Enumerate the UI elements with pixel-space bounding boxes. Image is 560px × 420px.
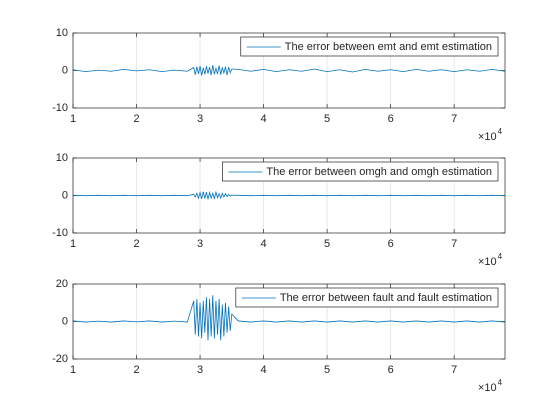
x-tick-label: 4: [261, 364, 267, 376]
legend-label: The error between emt and emt estimation: [285, 41, 492, 53]
x-tick-label: 4: [261, 238, 267, 250]
x-tick-label: 1: [70, 113, 76, 125]
x-tick-label: 5: [324, 364, 330, 376]
y-tick-label: -10: [52, 102, 68, 114]
data-line: [72, 65, 506, 76]
y-tick-label: 0: [62, 315, 68, 327]
y-tick-label: 0: [62, 64, 68, 76]
y-tick-label: 10: [56, 152, 68, 164]
x-exponent-base: ×10: [478, 382, 497, 394]
legend-label: The error between omgh and omgh estimati…: [266, 166, 492, 178]
x-tick-label: 4: [261, 113, 267, 125]
axes-box: [72, 157, 506, 234]
axes-box: [72, 283, 506, 360]
x-exponent-base: ×10: [478, 256, 497, 268]
data-line: [72, 295, 506, 341]
x-tick-label: 2: [133, 364, 139, 376]
x-tick-label: 6: [388, 238, 394, 250]
x-tick-label: 2: [133, 113, 139, 125]
y-tick-label: 20: [56, 278, 68, 290]
x-tick-label: 6: [388, 113, 394, 125]
x-tick-label: 3: [197, 364, 203, 376]
x-tick-label: 6: [388, 364, 394, 376]
x-tick-label: 5: [324, 238, 330, 250]
legend-box: [222, 161, 499, 182]
x-exponent: 4: [498, 378, 503, 387]
legend: The error between omgh and omgh estimati…: [222, 161, 499, 182]
x-tick-label: 1: [70, 364, 76, 376]
y-tick-label: 10: [56, 27, 68, 39]
x-tick-label: 5: [324, 113, 330, 125]
legend: The error between fault and fault estima…: [235, 287, 499, 308]
x-tick-label: 1: [70, 238, 76, 250]
x-tick-label: 7: [451, 238, 457, 250]
x-tick-label: 3: [197, 113, 203, 125]
y-tick-label: -20: [52, 353, 68, 365]
legend-box: [240, 36, 499, 57]
x-exponent-base: ×10: [478, 131, 497, 143]
legend: The error between emt and emt estimation: [240, 36, 499, 57]
x-tick-label: 2: [133, 238, 139, 250]
x-exponent: 4: [498, 127, 503, 136]
data-line: [72, 190, 506, 201]
legend-label: The error between fault and fault estima…: [280, 292, 492, 304]
axes-box: [72, 32, 506, 109]
x-tick-label: 3: [197, 238, 203, 250]
x-tick-label: 7: [451, 364, 457, 376]
x-exponent: 4: [498, 252, 503, 261]
y-tick-label: 0: [62, 189, 68, 201]
y-tick-label: -10: [52, 227, 68, 239]
x-tick-label: 7: [451, 113, 457, 125]
legend-box: [235, 287, 499, 308]
